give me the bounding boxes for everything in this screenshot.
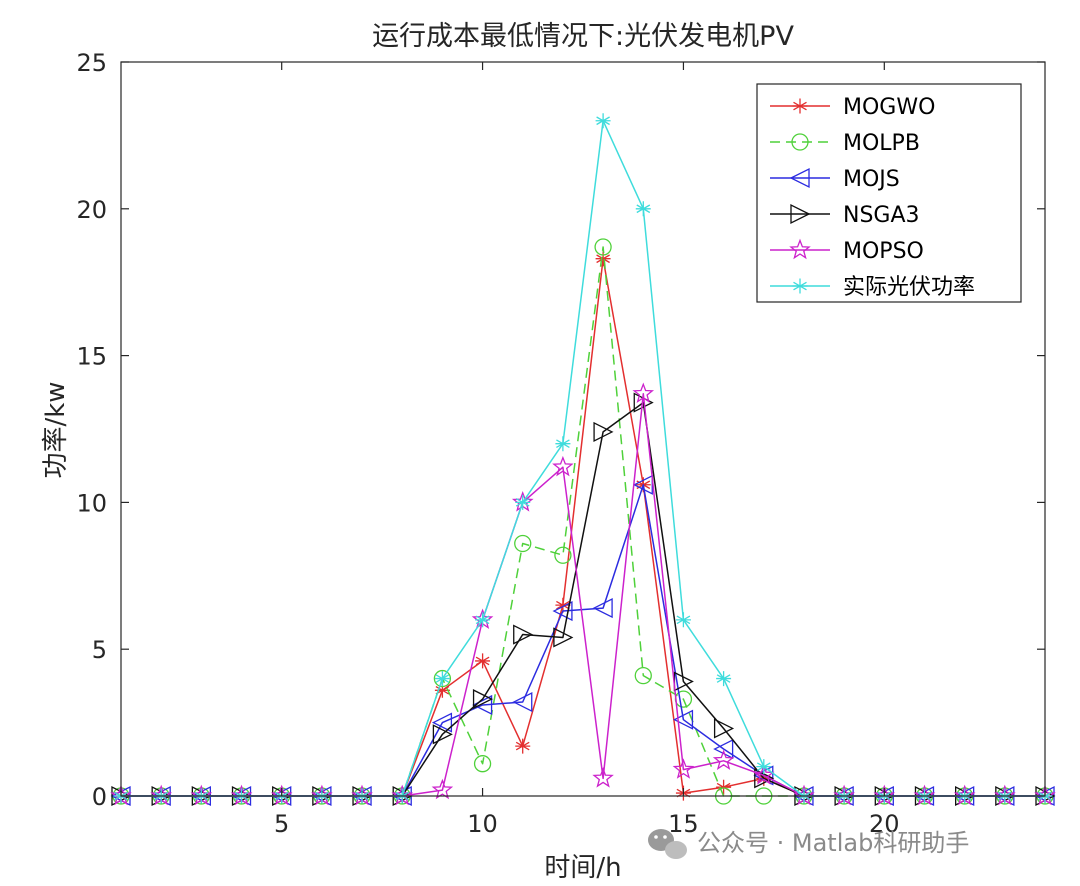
data-point — [555, 436, 571, 452]
data-point — [514, 534, 532, 553]
data-point — [554, 546, 572, 564]
data-point — [475, 653, 491, 669]
data-point — [716, 671, 732, 687]
legend-label: NSGA3 — [843, 203, 920, 228]
legend-item: MOPSO — [770, 238, 924, 264]
x-tick-label: 15 — [668, 810, 699, 838]
legend: MOGWO MOLPB MOJS NSGA3 MOPSO 实际光伏功率 — [756, 83, 1022, 303]
legend-box — [756, 83, 1022, 303]
data-point — [434, 671, 450, 687]
chart-title: 运行成本最低情况下:光伏发电机PV — [372, 21, 794, 52]
data-point — [552, 600, 573, 622]
x-tick-label: 5 — [274, 810, 289, 838]
plot-frame — [120, 61, 1046, 797]
watermark-text: 公众号 · Matlab科研助手 — [697, 829, 969, 857]
y-tick-label: 25 — [76, 49, 107, 77]
data-point — [555, 597, 571, 613]
data-point — [756, 759, 772, 775]
data-point — [713, 738, 734, 760]
data-point — [473, 755, 492, 773]
data-point — [593, 421, 614, 442]
data-point — [512, 691, 533, 713]
legend-label: MOGWO — [843, 95, 935, 120]
data-point — [515, 494, 531, 510]
y-tick-label: 15 — [76, 343, 107, 371]
data-point — [434, 682, 450, 698]
data-point — [592, 598, 613, 619]
data-point — [552, 455, 574, 477]
data-point — [675, 612, 691, 628]
data-point — [432, 724, 453, 745]
data-point — [634, 666, 652, 685]
data-point — [595, 251, 611, 267]
legend-item: 实际光伏功率 — [770, 275, 975, 300]
data-point — [632, 382, 655, 403]
legend-label: MOLPB — [843, 131, 920, 156]
y-axis-label: 功率/kw — [41, 381, 71, 478]
data-point — [594, 238, 612, 256]
wechat-icon — [648, 829, 687, 859]
legend-item: MOGWO — [770, 95, 935, 120]
y-tick-label: 10 — [76, 489, 107, 517]
data-point — [635, 201, 651, 217]
data-point — [592, 767, 614, 788]
watermark: 公众号 · Matlab科研助手 — [648, 829, 969, 859]
data-point — [713, 718, 735, 739]
x-tick-label: 20 — [869, 810, 900, 838]
data-point — [472, 694, 493, 716]
legend-item: MOLPB — [770, 131, 920, 156]
legend-item: MOJS — [770, 167, 900, 192]
legend-label: 实际光伏功率 — [843, 275, 975, 300]
legend-marker — [791, 133, 809, 151]
legend-marker — [792, 278, 808, 294]
tick-layer: 5 10 15 20 0 5 10 15 20 25 — [76, 49, 1045, 838]
legend-label: MOPSO — [843, 239, 924, 264]
data-point — [475, 612, 491, 628]
y-tick-label: 0 — [92, 783, 107, 811]
legend-label: MOJS — [843, 167, 900, 192]
y-tick-label: 20 — [76, 196, 107, 224]
data-point — [472, 689, 494, 710]
y-tick-label: 5 — [92, 636, 107, 664]
data-point — [716, 779, 732, 795]
data-point — [672, 709, 694, 730]
legend-marker — [789, 238, 811, 260]
data-point — [712, 749, 735, 770]
x-axis-label: 时间/h — [544, 853, 621, 883]
data-point — [513, 624, 534, 645]
x-tick-label: 10 — [467, 810, 498, 838]
data-point — [553, 627, 574, 648]
data-point — [515, 738, 531, 754]
legend-marker — [789, 167, 810, 189]
legend-item: NSGA3 — [770, 203, 920, 228]
data-point — [431, 712, 453, 733]
data-point — [595, 113, 611, 129]
data-point — [672, 758, 695, 779]
legend-marker — [790, 203, 811, 225]
legend-marker — [792, 98, 808, 114]
data-point — [431, 778, 454, 800]
data-point — [433, 669, 452, 688]
